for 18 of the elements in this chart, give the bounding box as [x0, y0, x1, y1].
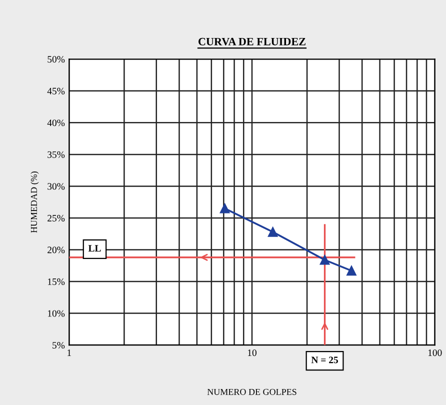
x-tick-label: 1 [68, 350, 71, 356]
y-tick-label: 10% [48, 310, 65, 317]
y-tick-label: 25% [48, 214, 65, 222]
ref-line-label: N = 25 [311, 356, 338, 364]
y-tick-label: 15% [48, 278, 65, 286]
y-tick-label: 30% [48, 183, 65, 190]
ref-line-label: LL [88, 245, 101, 252]
x-tick-label: 10 [248, 350, 256, 356]
y-tick-label: 5% [52, 342, 65, 349]
y-tick-label: 45% [47, 88, 65, 94]
y-tick-label: 40% [47, 120, 65, 126]
x-axis-title: NUMERO DE GOLPES [207, 388, 296, 395]
y-tick-label: 20% [48, 246, 65, 254]
y-tick-label: 50% [48, 56, 65, 63]
y-tick-label: 35% [48, 151, 65, 158]
y-axis-title: HUMEDAD (%) [30, 172, 39, 233]
chart-title: CURVA DE FLUIDEZ [198, 38, 306, 46]
x-tick-label: 100 [428, 350, 442, 356]
